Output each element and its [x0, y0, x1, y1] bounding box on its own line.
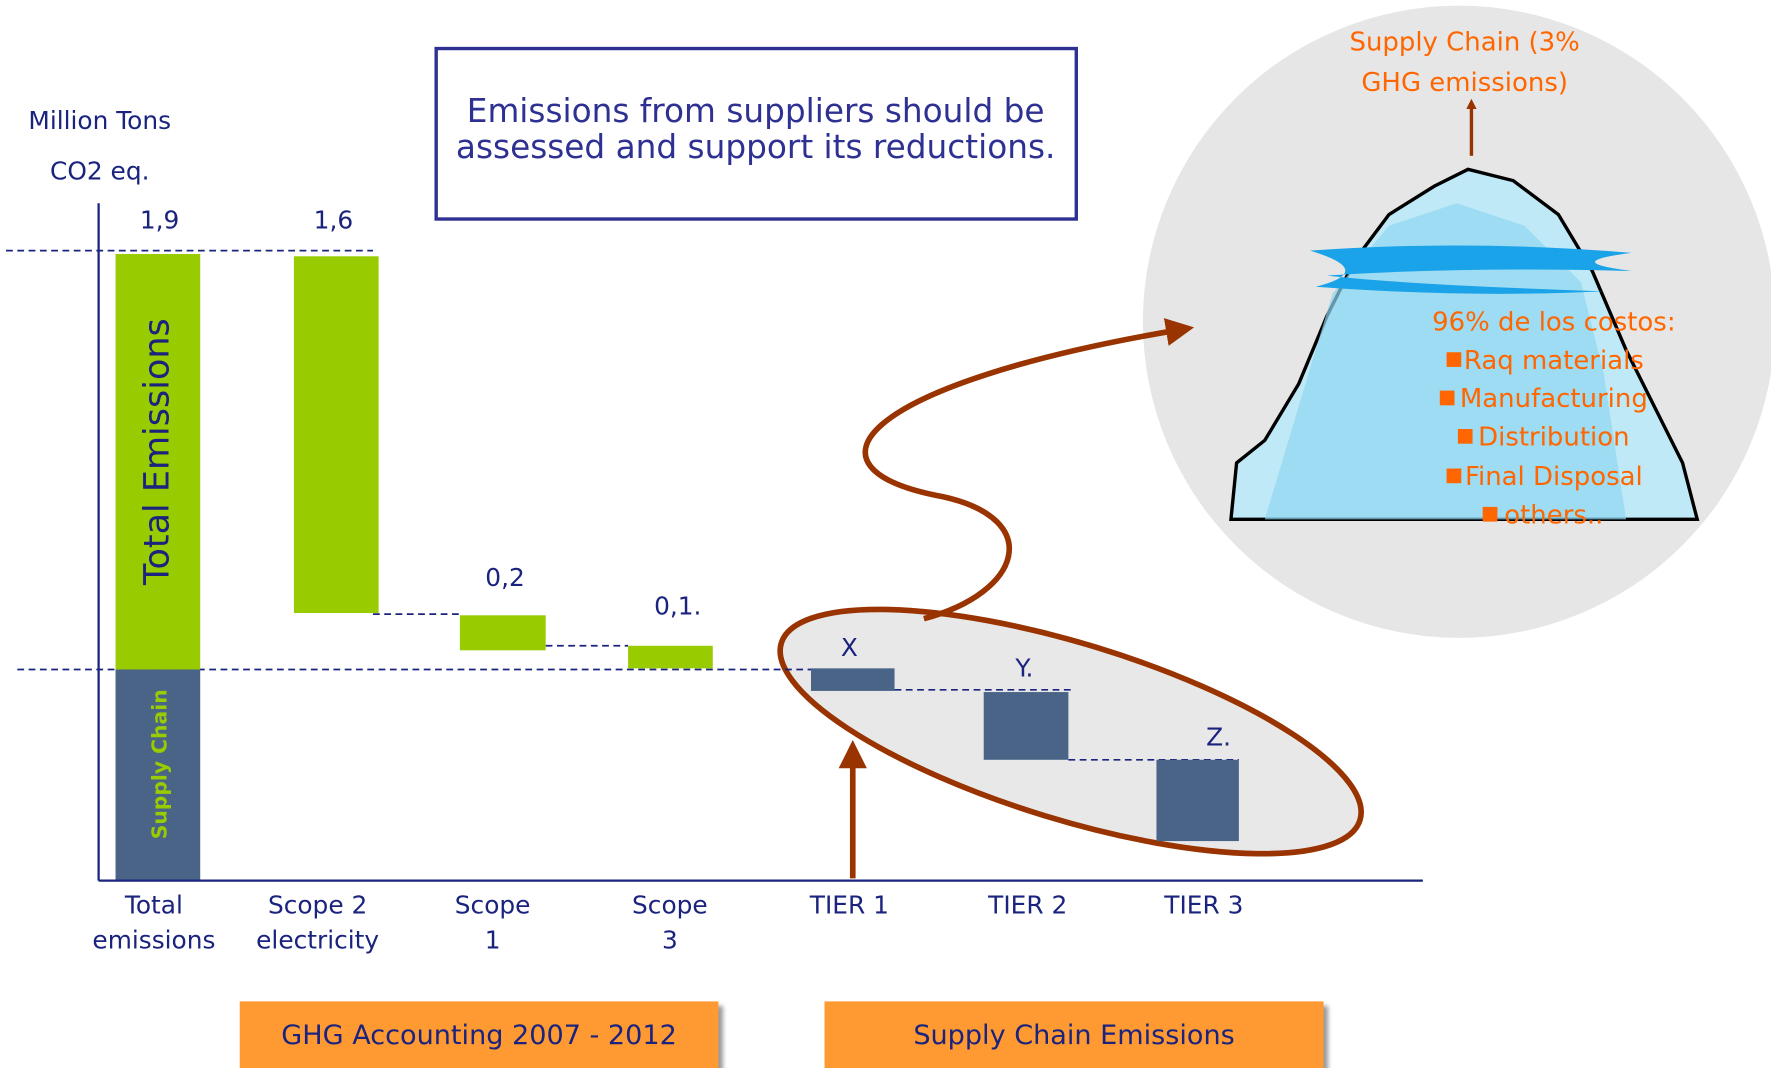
bar-label: Z. [1206, 722, 1231, 751]
category-label: 3 [662, 926, 678, 955]
slide: Supply Chain (3% GHG emissions) 96% de l… [0, 0, 1771, 1068]
axis-label: Million Tons [28, 106, 171, 135]
bar-label: Y. [1014, 653, 1033, 682]
bullet [1483, 507, 1498, 522]
bar [984, 692, 1069, 760]
footer-label: GHG Accounting 2007 - 2012 [281, 1020, 677, 1051]
footer-label: Supply Chain Emissions [913, 1020, 1234, 1051]
iceberg-heading: 96% de los costos: [1432, 307, 1675, 337]
bar-label: X [841, 633, 858, 662]
bar [628, 646, 713, 669]
iceberg-item: Final Disposal [1465, 462, 1643, 492]
bar [811, 668, 895, 691]
bar-label: 0,2 [485, 563, 525, 592]
bullet [1440, 391, 1455, 406]
bar-label: 1,9 [140, 205, 180, 234]
category-label: TIER 3 [1163, 891, 1243, 920]
category-label: TIER 2 [987, 891, 1067, 920]
bar-label: 1,6 [314, 205, 354, 234]
iceberg-item: Raq materials [1464, 346, 1644, 376]
bar-title: Supply Chain [148, 689, 172, 839]
category-label: Scope [455, 891, 531, 920]
bar [1156, 760, 1238, 841]
iceberg-item: others.. [1504, 500, 1603, 530]
curved-arrow [865, 330, 1180, 619]
category-label: 1 [485, 926, 501, 955]
iceberg-title: GHG emissions) [1361, 68, 1568, 98]
bar [294, 256, 379, 613]
axis-label: CO2 eq. [50, 157, 149, 186]
bar-title: Total Emissions [137, 318, 177, 586]
iceberg-item: Distribution [1478, 423, 1629, 453]
iceberg-item: Manufacturing [1460, 384, 1648, 414]
bar-label: 0,1. [654, 591, 701, 620]
category-label: Scope 2 [268, 891, 367, 920]
bar [460, 615, 546, 650]
bullet [1447, 469, 1462, 484]
category-label: Scope [632, 891, 708, 920]
category-label: Total [124, 891, 183, 920]
category-label: electricity [256, 926, 379, 955]
category-label: emissions [92, 926, 215, 955]
bullet [1447, 352, 1462, 367]
bullet [1458, 429, 1473, 444]
category-label: TIER 1 [809, 891, 889, 920]
message: Emissions from suppliers should be [467, 92, 1045, 130]
iceberg-title: Supply Chain (3% [1349, 27, 1579, 57]
message: assessed and support its reductions. [456, 128, 1055, 166]
